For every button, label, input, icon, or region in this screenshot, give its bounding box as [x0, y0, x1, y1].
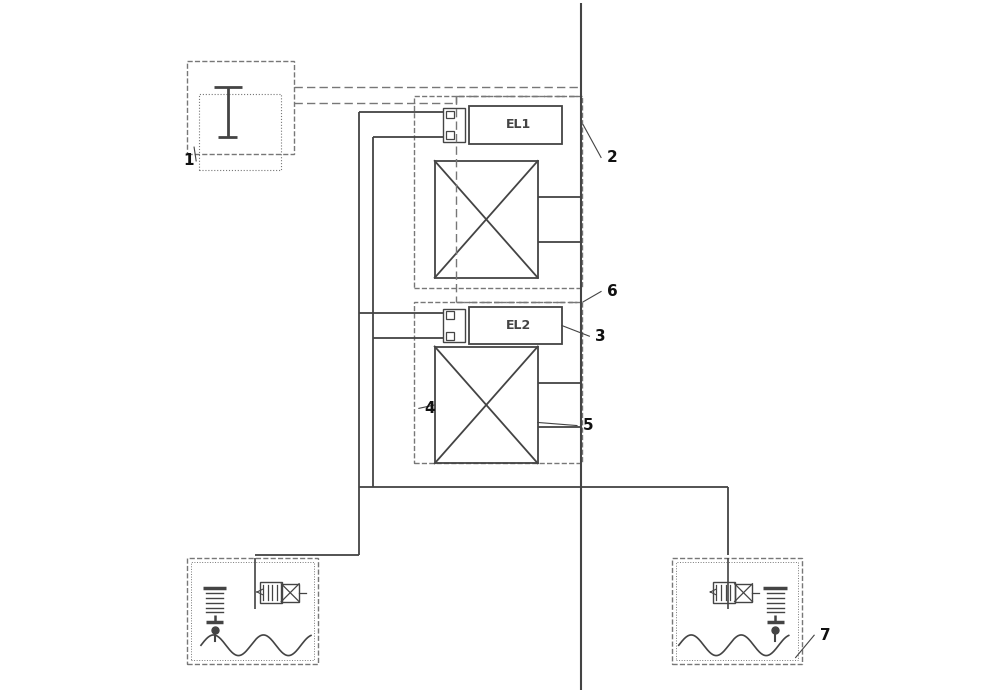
Bar	[187, 558, 318, 665]
Bar	[469, 106, 562, 143]
Bar	[414, 302, 582, 464]
Text: 4: 4	[424, 401, 435, 416]
Bar	[435, 161, 538, 278]
Bar	[199, 94, 281, 170]
Text: EL2: EL2	[506, 319, 532, 332]
Text: 2: 2	[607, 150, 617, 165]
Text: 3: 3	[595, 328, 605, 344]
Bar	[735, 584, 752, 602]
Text: 6: 6	[607, 284, 617, 299]
Bar	[435, 346, 538, 464]
Text: 7: 7	[820, 628, 830, 642]
Bar	[469, 306, 562, 344]
Bar	[187, 61, 294, 154]
Bar	[446, 311, 454, 319]
Bar	[672, 558, 802, 665]
Bar	[446, 111, 454, 119]
Bar	[713, 582, 735, 603]
Text: EL1: EL1	[506, 119, 532, 131]
Bar	[443, 108, 465, 141]
Bar	[260, 582, 282, 603]
Bar	[676, 562, 798, 660]
Bar	[446, 132, 454, 139]
Bar	[414, 96, 582, 288]
Bar	[443, 308, 465, 342]
Text: 5: 5	[582, 418, 593, 433]
Text: 1: 1	[184, 153, 194, 168]
Bar	[281, 584, 299, 602]
Bar	[191, 562, 314, 660]
Bar	[446, 332, 454, 340]
